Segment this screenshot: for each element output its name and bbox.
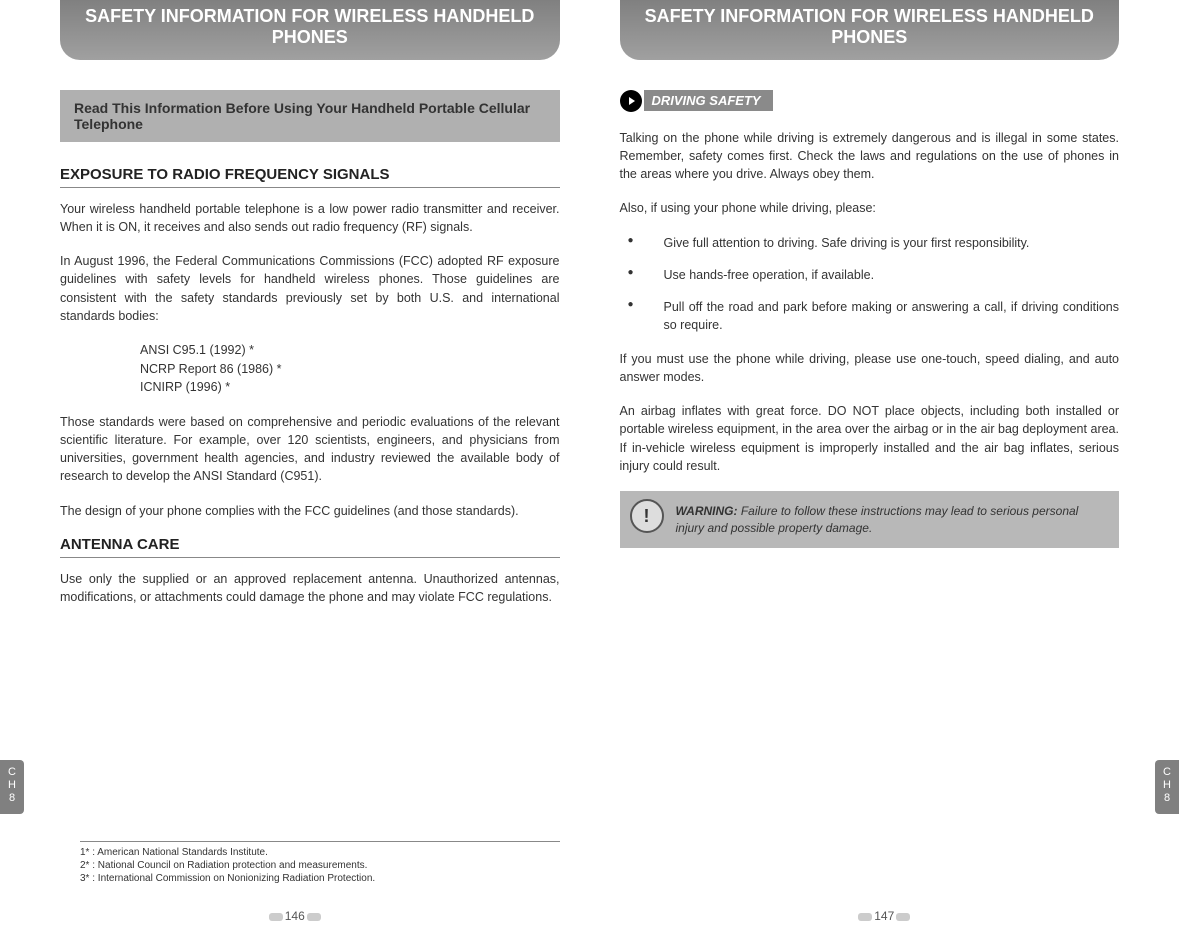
subheader-box: Read This Information Before Using Your … [60,90,560,142]
warning-box: ! WARNING: Failure to follow these instr… [620,491,1120,549]
body-text: Use only the supplied or an approved rep… [60,570,560,606]
footnote-item: 2* : National Council on Radiation prote… [80,859,560,872]
section-exposure-title: EXPOSURE TO RADIO FREQUENCY SIGNALS [60,166,560,188]
chapter-tab-left: CH8 [0,760,24,814]
warning-label: WARNING: [676,504,738,518]
bullet-item: Pull off the road and park before making… [620,298,1120,334]
standard-item: ICNIRP (1996) * [140,378,560,397]
body-text: Those standards were based on comprehens… [60,413,560,486]
body-text: Talking on the phone while driving is ex… [620,129,1120,183]
bullet-list: Give full attention to driving. Safe dri… [620,234,1120,335]
footnote-item: 3* : International Commission on Nonioni… [80,872,560,885]
bullet-item: Give full attention to driving. Safe dri… [620,234,1120,252]
page-right: SAFETY INFORMATION FOR WIRELESS HANDHELD… [590,0,1179,935]
page-number-right: 147 [856,909,912,923]
body-text: In August 1996, the Federal Communicatio… [60,252,560,325]
footnotes: 1* : American National Standards Institu… [80,841,560,885]
body-text: Also, if using your phone while driving,… [620,199,1120,217]
chapter-tab-right: CH8 [1155,760,1179,814]
standards-list: ANSI C95.1 (1992) * NCRP Report 86 (1986… [140,341,560,397]
body-text: The design of your phone complies with t… [60,502,560,520]
header-banner-right: SAFETY INFORMATION FOR WIRELESS HANDHELD… [620,0,1120,60]
standard-item: NCRP Report 86 (1986) * [140,360,560,379]
header-banner-left: SAFETY INFORMATION FOR WIRELESS HANDHELD… [60,0,560,60]
bullet-item: Use hands-free operation, if available. [620,266,1120,284]
page-number-left: 146 [267,909,323,923]
body-text: Your wireless handheld portable telephon… [60,200,560,236]
section-antenna-title: ANTENNA CARE [60,536,560,558]
page-left: SAFETY INFORMATION FOR WIRELESS HANDHELD… [0,0,590,935]
body-text: If you must use the phone while driving,… [620,350,1120,386]
warning-icon: ! [630,499,664,533]
section-driving-title: DRIVING SAFETY [644,90,773,111]
standard-item: ANSI C95.1 (1992) * [140,341,560,360]
footnote-item: 1* : American National Standards Institu… [80,846,560,859]
body-text: An airbag inflates with great force. DO … [620,402,1120,475]
